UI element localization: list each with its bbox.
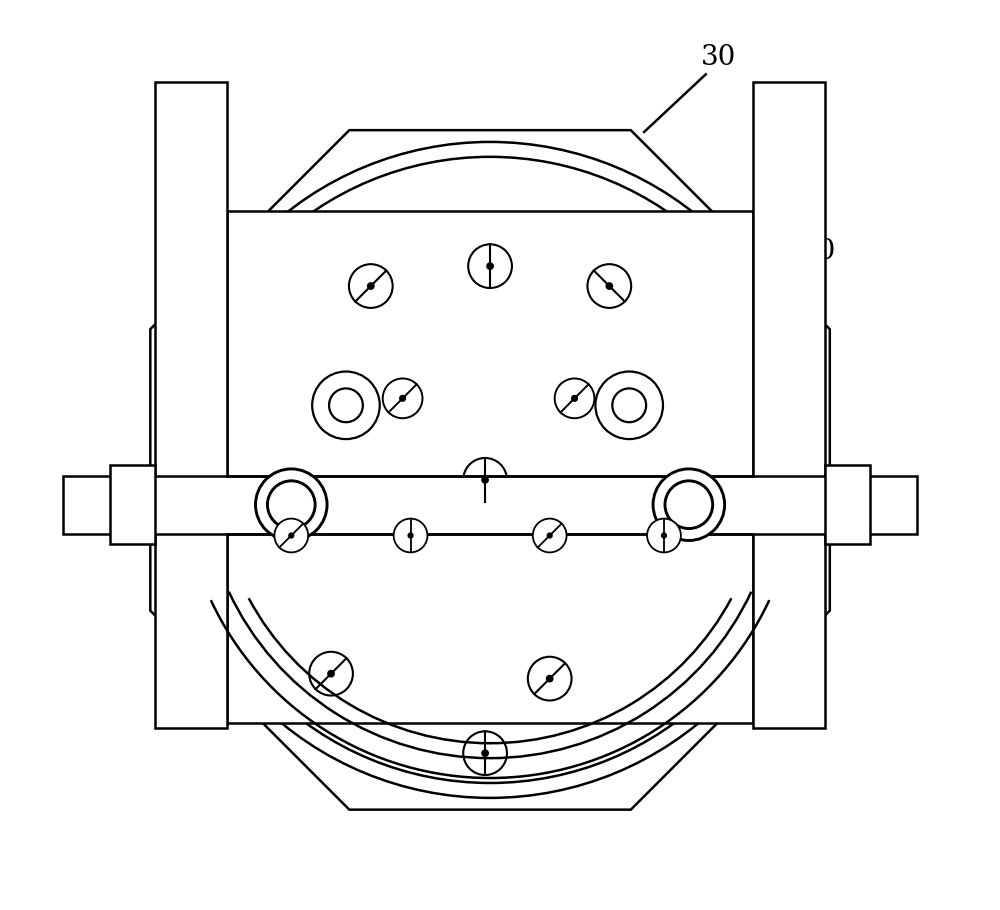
Circle shape (528, 657, 572, 701)
Circle shape (289, 533, 293, 538)
Circle shape (665, 480, 713, 529)
Circle shape (256, 469, 327, 541)
Circle shape (587, 264, 631, 308)
Circle shape (309, 652, 353, 695)
Circle shape (162, 142, 818, 798)
Bar (63, 476, 917, 533)
Circle shape (383, 379, 422, 419)
Circle shape (394, 519, 427, 552)
Circle shape (662, 533, 666, 538)
Circle shape (606, 283, 612, 288)
Text: 50: 50 (780, 417, 816, 444)
Bar (110, 465, 155, 544)
Circle shape (555, 379, 594, 419)
Circle shape (653, 469, 725, 541)
Circle shape (463, 458, 507, 501)
Circle shape (312, 371, 380, 440)
Circle shape (468, 244, 512, 288)
Text: 20: 20 (800, 238, 836, 265)
Bar (753, 82, 825, 728)
Circle shape (400, 396, 405, 401)
Circle shape (463, 732, 507, 775)
Circle shape (177, 157, 803, 783)
Circle shape (487, 263, 493, 269)
Text: 30: 30 (701, 44, 736, 71)
Circle shape (533, 519, 567, 552)
Circle shape (408, 533, 413, 538)
Text: 10: 10 (855, 476, 890, 503)
Circle shape (274, 519, 308, 552)
Circle shape (267, 480, 315, 529)
Circle shape (329, 389, 363, 422)
Circle shape (612, 389, 646, 422)
Circle shape (368, 283, 374, 288)
Circle shape (647, 519, 681, 552)
Circle shape (349, 264, 393, 308)
Circle shape (595, 371, 663, 440)
Bar (227, 211, 753, 723)
Circle shape (572, 396, 577, 401)
Bar (825, 465, 870, 544)
Bar (155, 82, 227, 728)
Circle shape (482, 751, 488, 756)
Circle shape (547, 533, 552, 538)
Circle shape (482, 477, 488, 482)
Circle shape (328, 671, 334, 676)
Polygon shape (150, 130, 830, 810)
Circle shape (547, 676, 553, 682)
